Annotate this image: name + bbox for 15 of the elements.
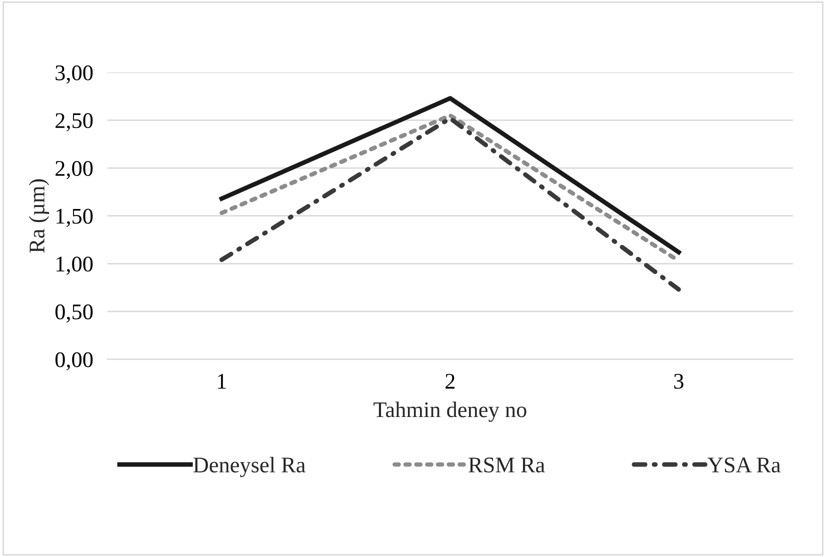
legend-label: YSA Ra [708,458,781,472]
y-axis-title: Ra (µm) [28,179,50,253]
x-tick-label: 3 [674,374,684,389]
x-tick-label: 2 [446,374,454,389]
legend-label: Deneysel Ra [193,456,306,478]
y-tick-label: 3,00 [56,65,93,84]
y-tick-label: 1,00 [56,256,93,275]
legend-label: RSM Ra [468,458,545,472]
x-tick-label: 1 [218,374,226,389]
y-tick-label: 1,50 [56,208,93,227]
y-tick-label: 0,50 [55,304,93,323]
y-tick-label: 2,00 [56,160,93,180]
y-tick-label: 2,50 [56,113,93,132]
y-tick-label: 0,00 [55,352,93,370]
x-axis-title: Tahmin deney no [374,402,526,422]
